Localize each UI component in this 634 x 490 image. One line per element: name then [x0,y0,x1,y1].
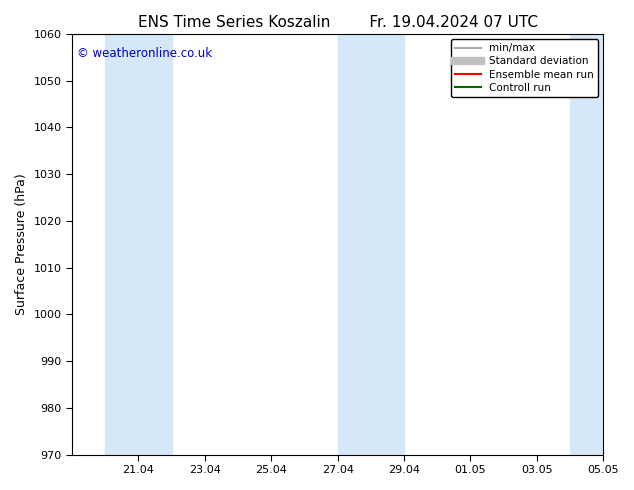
Title: ENS Time Series Koszalin        Fr. 19.04.2024 07 UTC: ENS Time Series Koszalin Fr. 19.04.2024 … [138,15,538,30]
Text: © weatheronline.co.uk: © weatheronline.co.uk [77,47,212,60]
Y-axis label: Surface Pressure (hPa): Surface Pressure (hPa) [15,173,28,315]
Bar [570,34,634,455]
Bar [105,34,172,455]
Legend: min/max, Standard deviation, Ensemble mean run, Controll run: min/max, Standard deviation, Ensemble me… [451,39,598,97]
Bar [338,34,404,455]
